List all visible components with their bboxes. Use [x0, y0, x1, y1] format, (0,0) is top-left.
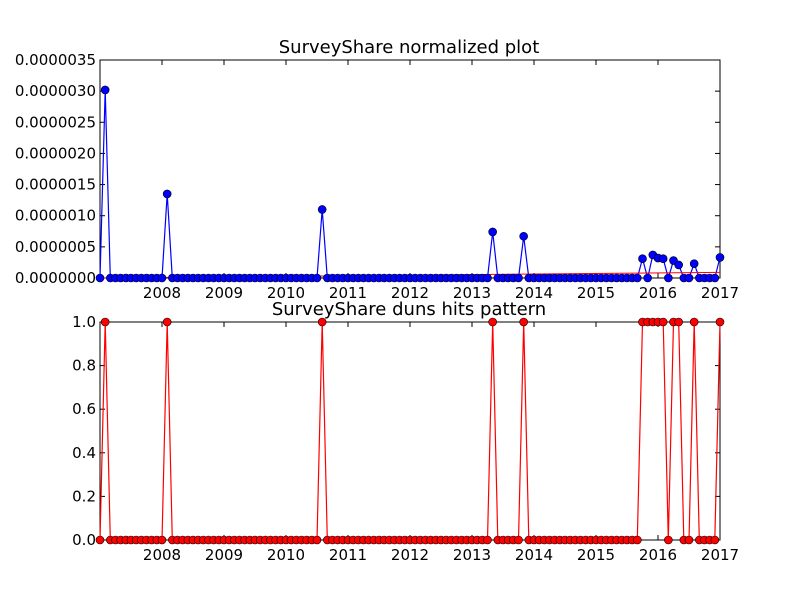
normalized-data-point [317, 205, 327, 214]
hits-data-point [633, 535, 642, 545]
normalized-data-point [710, 273, 720, 283]
normalized-data-point [633, 273, 642, 283]
normalized-data-point [684, 273, 694, 283]
hits-pattern-axes: 2008 2009 2010 2011 2012 2013 2014 2015 2016 2017… [72, 313, 739, 564]
x-tick-label: 2011 [329, 284, 367, 302]
normalized-plot-series [95, 85, 725, 283]
normalized-data-point [312, 273, 322, 283]
normalized-data-point [689, 259, 699, 268]
normalized-data-point [664, 273, 673, 283]
y-tick-label: 0.0000030 [15, 82, 96, 100]
hits-pattern-series [95, 317, 725, 545]
x-tick-label: 2015 [577, 546, 615, 564]
x-tick-label: 2008 [143, 546, 181, 564]
normalized-data-point [514, 273, 523, 283]
hits-data-point [689, 317, 699, 327]
hits-data-point [674, 317, 683, 327]
x-tick-label: 2010 [267, 284, 305, 302]
hits-data-point [100, 317, 110, 327]
normalized-data-point [658, 254, 668, 263]
normalized-data-point [95, 273, 105, 283]
x-tick-label: 2013 [453, 284, 491, 302]
plot-frame [99, 321, 721, 541]
x-tick-label: 2011 [329, 546, 367, 564]
normalized-plot-axes: 2008 2009 2010 2011 2012 2013 2014 2015 2016 2017… [15, 51, 739, 302]
y-tick-label: 0.0000035 [15, 51, 96, 69]
y-tick-label: 1.0 [72, 313, 96, 331]
hits-data-point [317, 317, 327, 327]
normalized-data-point [638, 254, 647, 263]
normalized-data-point [100, 85, 110, 95]
normalized-series-line [99, 89, 721, 281]
hits-data-point [710, 535, 720, 545]
y-tick-label: 0.0000000 [15, 269, 96, 287]
y-tick-label: 0.0000020 [15, 144, 96, 162]
hits-data-point [658, 317, 668, 327]
x-tick-label: 2017 [701, 546, 739, 564]
hits-data-point [157, 535, 167, 545]
x-tick-label: 2016 [639, 284, 677, 302]
normalized-data-point [157, 273, 167, 283]
y-tick-label: 0.6 [72, 400, 96, 418]
plot-frame [99, 59, 721, 279]
normalized-data-point [488, 227, 497, 237]
hits-pattern-title: SurveyShare duns hits pattern [272, 299, 546, 320]
hits-data-point [715, 317, 725, 327]
hits-data-point [312, 535, 322, 545]
x-tick-label: 2013 [453, 546, 491, 564]
hits-data-point [95, 535, 105, 545]
x-tick-label: 2009 [205, 284, 243, 302]
x-tick-label: 2010 [267, 546, 305, 564]
y-tick-label: 0.0 [72, 531, 96, 549]
hits-data-point [483, 535, 492, 545]
y-tick-label: 0.8 [72, 357, 96, 375]
normalized-data-point [162, 189, 172, 199]
normalized-data-point [643, 273, 652, 283]
hits-data-point [684, 535, 694, 545]
y-tick-label: 0.0000005 [15, 238, 96, 256]
hits-data-point [162, 317, 172, 327]
y-tick-label: 0.0000025 [15, 113, 96, 131]
x-tick-label: 2012 [391, 284, 429, 302]
y-tick-label: 0.0000010 [15, 207, 96, 225]
hits-data-point [519, 317, 528, 327]
normalized-data-point [674, 260, 683, 270]
x-tick-label: 2014 [515, 284, 553, 302]
y-tick-label: 0.4 [72, 444, 96, 462]
x-tick-label: 2017 [701, 284, 739, 302]
x-tick-label: 2015 [577, 284, 615, 302]
x-tick-label: 2009 [205, 546, 243, 564]
normalized-data-point [483, 273, 492, 283]
hits-series-line [99, 321, 721, 541]
hits-pattern-panel: SurveyShare duns hits pattern 2008 2009 20… [72, 299, 739, 564]
normalized-plot-panel: SurveyShare normalized plot 2008 2009 2010… [15, 37, 739, 302]
x-tick-label: 2008 [143, 284, 181, 302]
x-tick-label: 2016 [639, 546, 677, 564]
hits-data-point [664, 535, 673, 545]
x-tick-label: 2012 [391, 546, 429, 564]
hits-data-point [488, 317, 497, 327]
normalized-data-point [519, 231, 528, 241]
hits-data-point [514, 535, 523, 545]
x-tick-label: 2014 [515, 546, 553, 564]
y-tick-label: 0.2 [72, 487, 96, 505]
y-tick-label: 0.0000015 [15, 176, 96, 194]
normalized-plot-title: SurveyShare normalized plot [279, 37, 540, 58]
normalized-data-point [715, 253, 725, 262]
